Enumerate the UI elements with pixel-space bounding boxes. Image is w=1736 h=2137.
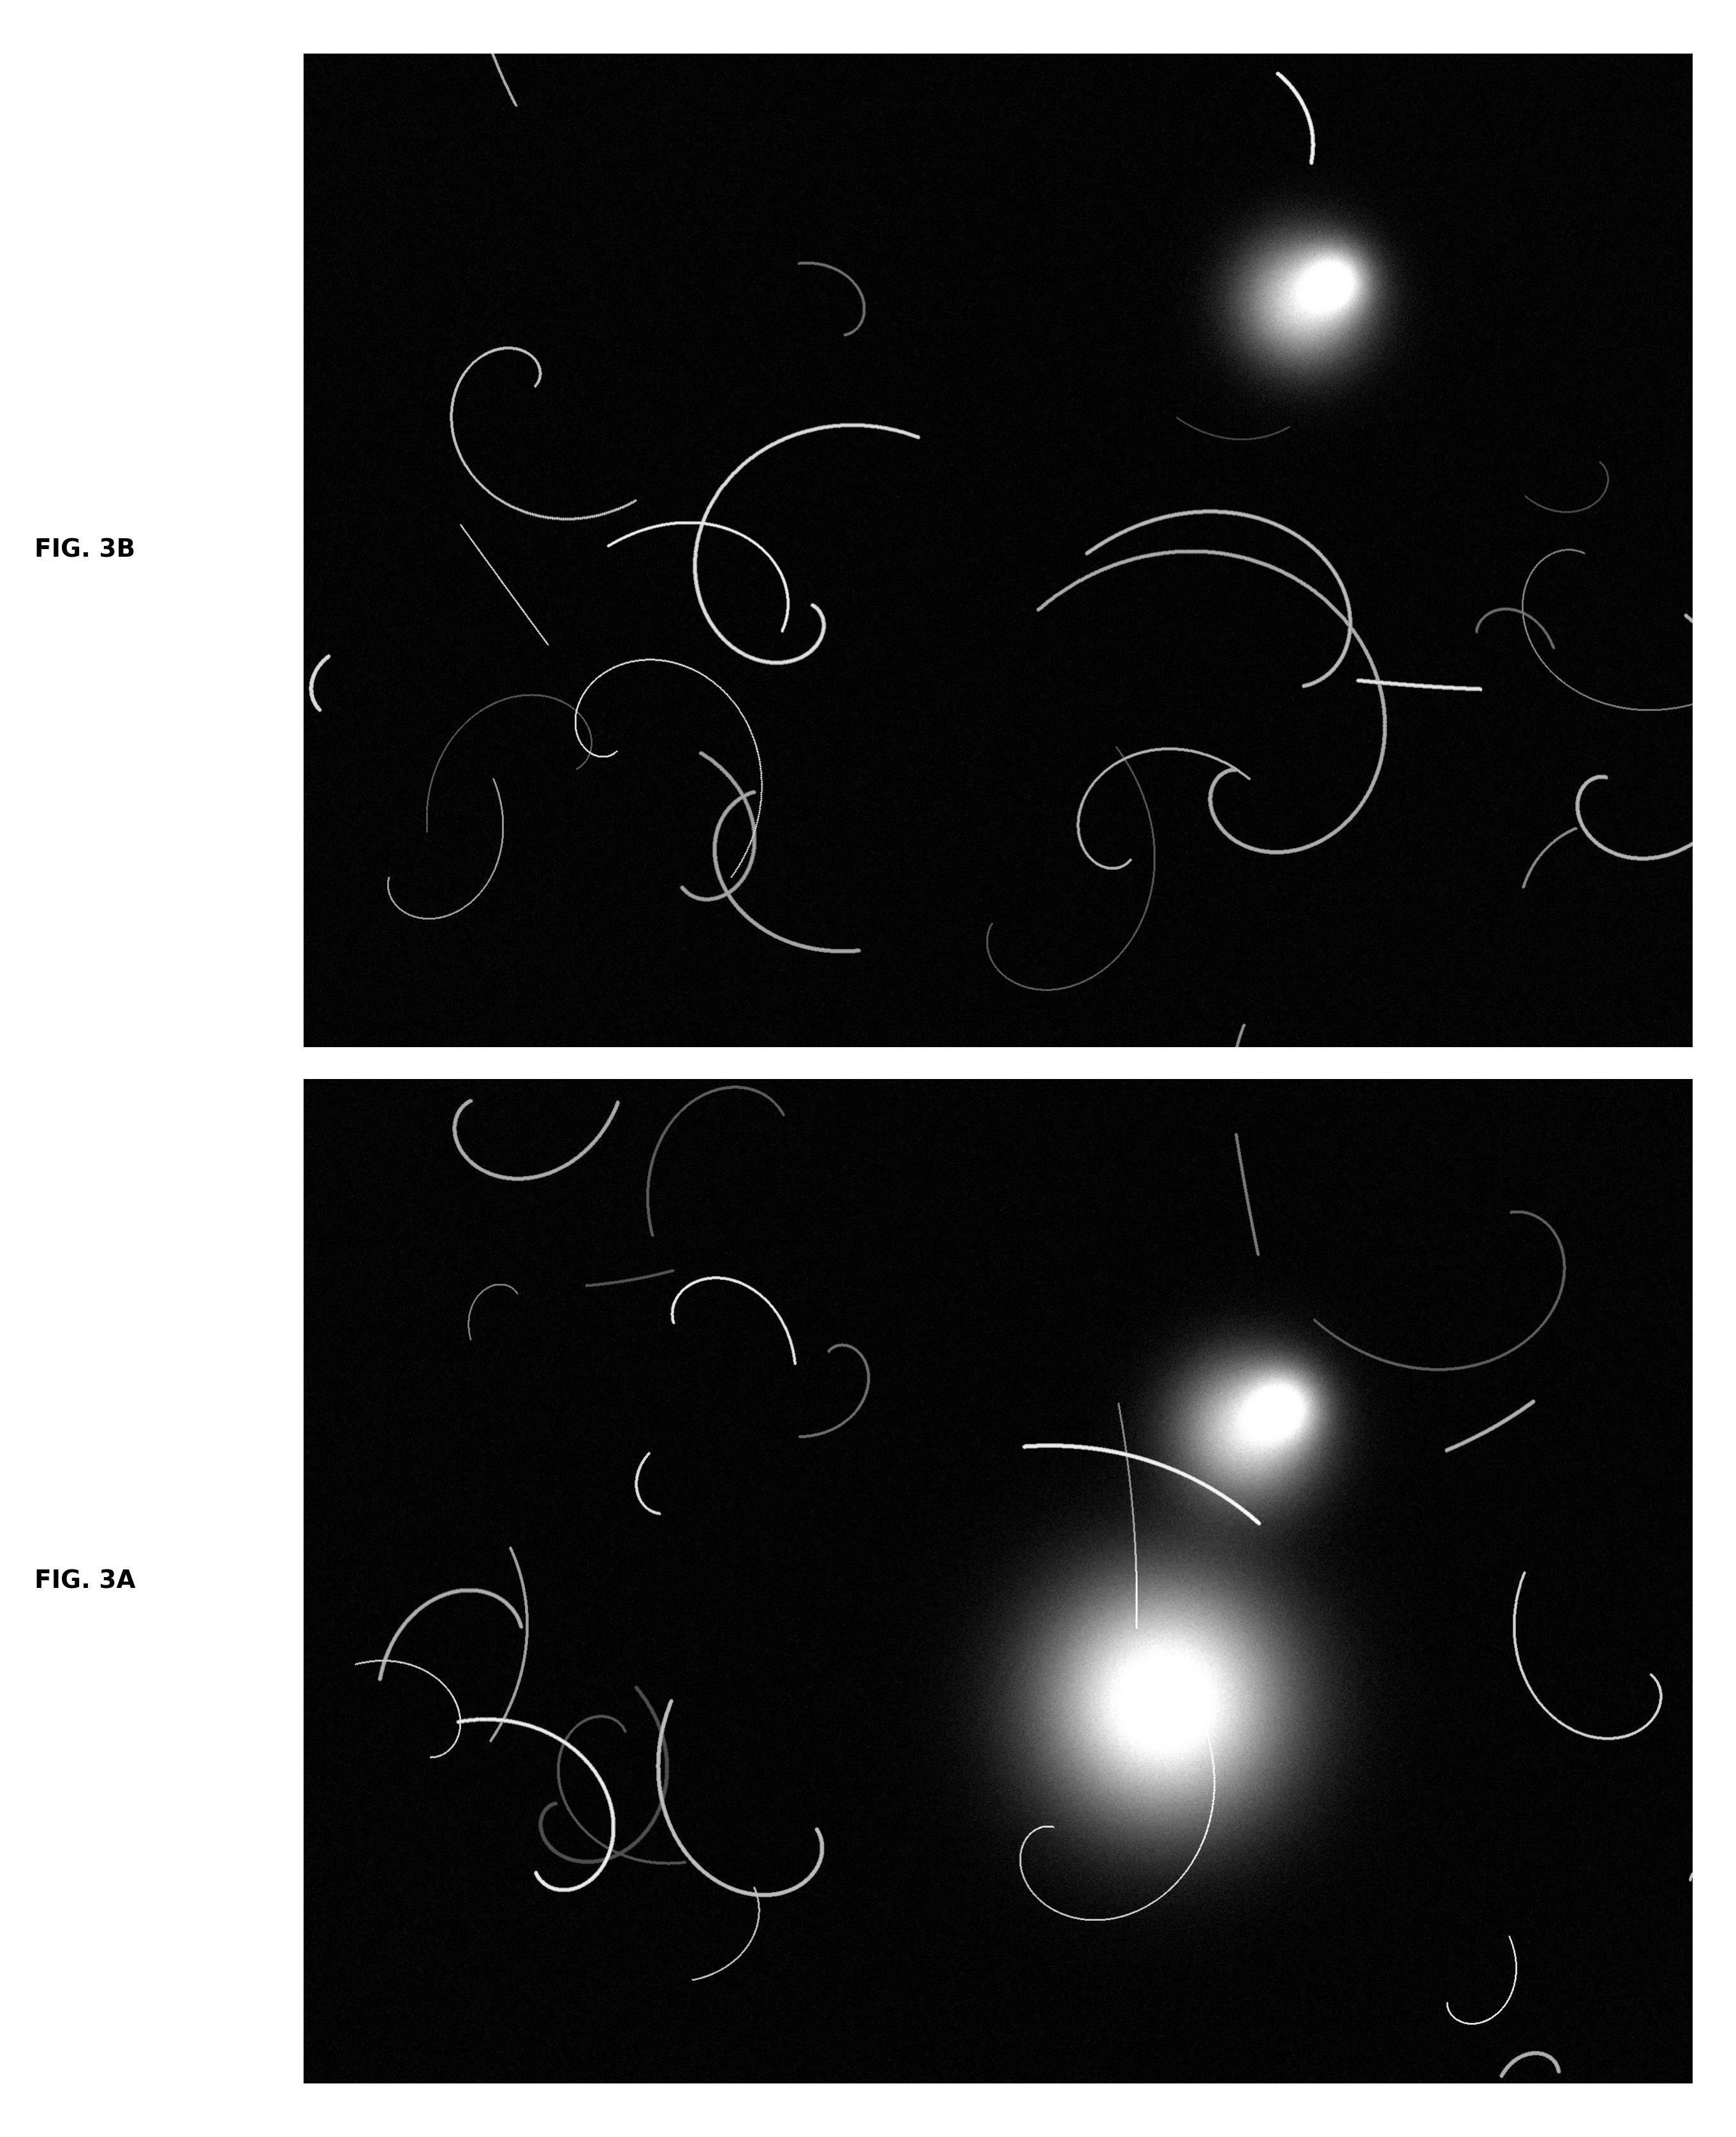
Text: FIG. 3B: FIG. 3B — [35, 539, 135, 562]
Text: FIG. 3A: FIG. 3A — [35, 1569, 135, 1594]
